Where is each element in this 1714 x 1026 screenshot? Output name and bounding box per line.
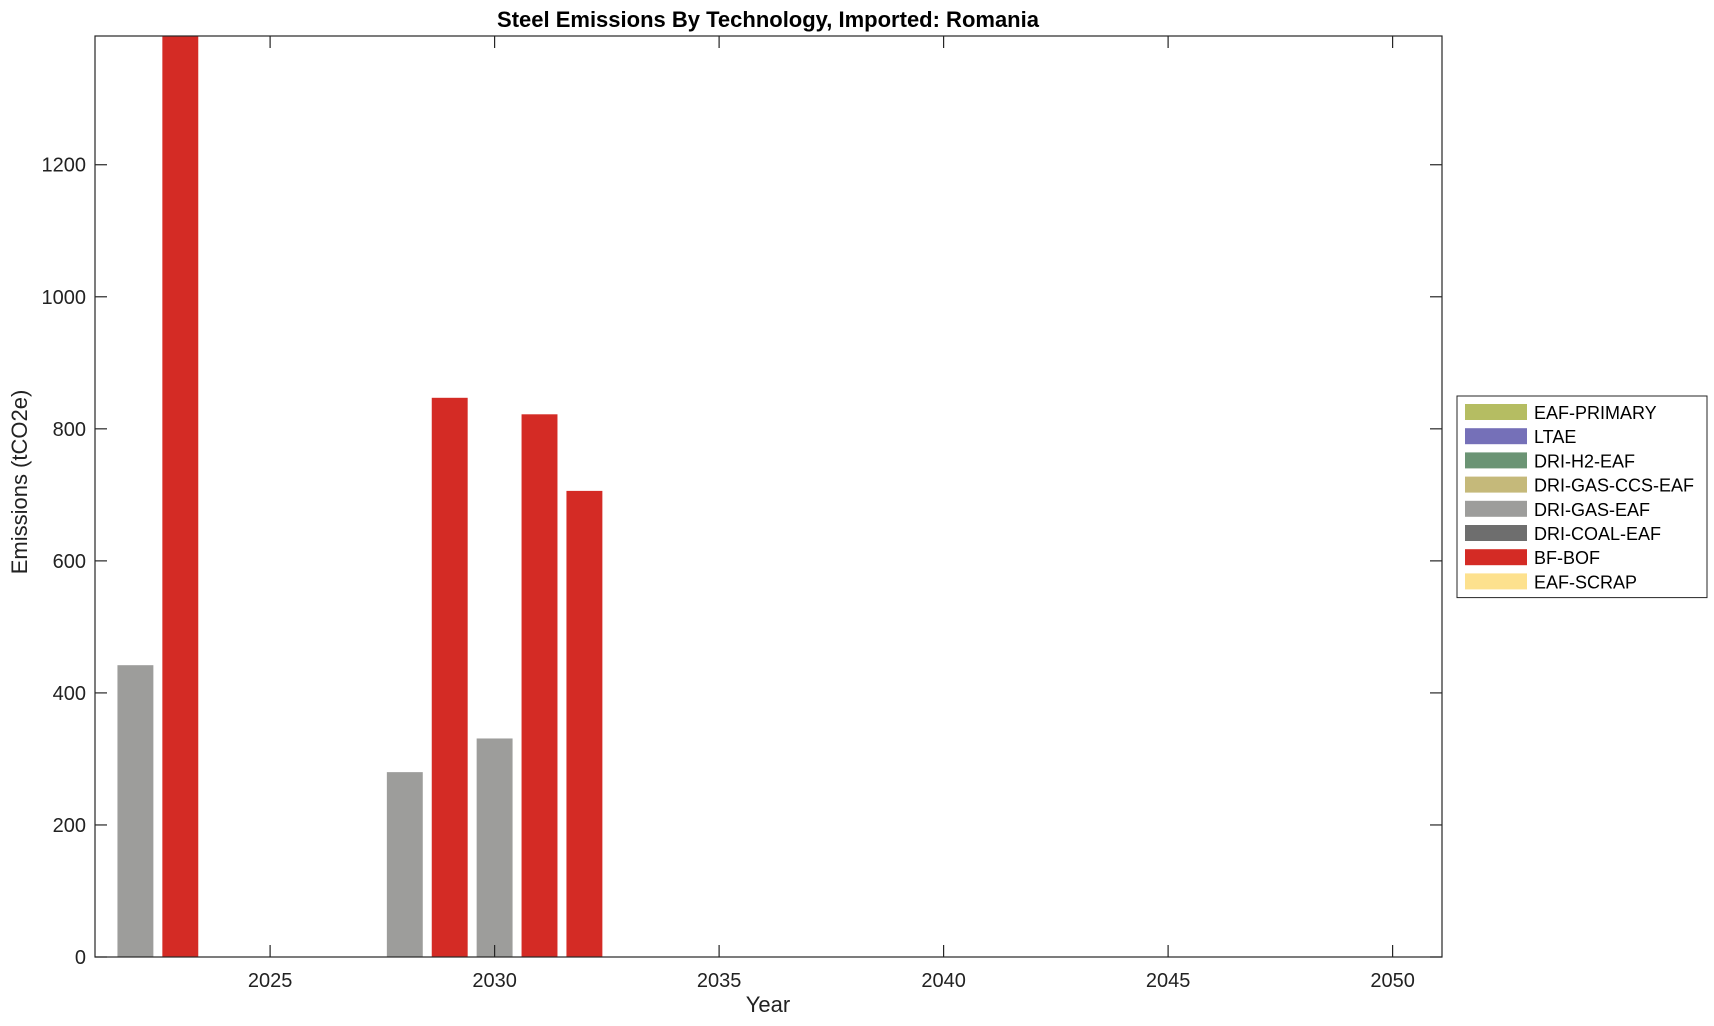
plot-area xyxy=(95,36,1442,957)
bar-dri-gas-eaf-2022 xyxy=(117,665,154,957)
axes-box xyxy=(94,35,1443,958)
legend: EAF-PRIMARY LTAE DRI-H2-EAF DRI-GAS-CCS-EAF… xyxy=(1456,395,1708,599)
legend-swatch-dri-h2-eaf xyxy=(1465,452,1527,469)
legend-label-ltae: LTAE xyxy=(1534,427,1576,447)
y-tick-label: 0 xyxy=(75,947,86,969)
bar-bf-bof-2029 xyxy=(431,397,468,957)
legend-swatch-dri-coal-eaf xyxy=(1465,525,1527,541)
legend-swatch-eaf-scrap xyxy=(1465,573,1527,590)
legend-swatch-eaf-primary xyxy=(1465,404,1527,420)
legend-label-dri-gas-eaf: DRI-GAS-EAF xyxy=(1534,500,1650,520)
axes-layer: 2025 2030 2035 2040 2045 2050 0 200 400 600 800 100… xyxy=(42,35,1443,992)
y-tick-label: 1200 xyxy=(42,155,87,177)
x-tick-label: 2050 xyxy=(1370,970,1415,992)
bar-bf-bof-2023 xyxy=(162,36,199,957)
bars-layer xyxy=(117,36,603,957)
legend-swatch-dri-gas-eaf xyxy=(1465,500,1527,517)
legend-label-dri-h2-eaf: DRI-H2-EAF xyxy=(1534,451,1635,471)
y-tick-label: 1000 xyxy=(42,287,87,309)
y-tick-label: 400 xyxy=(53,683,86,705)
bar-bf-bof-2032 xyxy=(566,490,603,957)
legend-swatch-bf-bof xyxy=(1465,549,1527,566)
y-axis-title: Emissions (tCO2e) xyxy=(7,390,32,575)
legend-swatch-ltae xyxy=(1465,428,1527,445)
x-axis-title: Year xyxy=(746,992,790,1017)
legend-label-eaf-primary: EAF-PRIMARY xyxy=(1534,403,1657,423)
y-tick-label: 800 xyxy=(53,419,86,441)
x-tick-label: 2030 xyxy=(472,970,517,992)
legend-label-bf-bof: BF-BOF xyxy=(1534,548,1600,568)
legend-label-eaf-scrap: EAF-SCRAP xyxy=(1534,572,1637,592)
x-tick-label: 2045 xyxy=(1146,970,1191,992)
bar-group xyxy=(117,36,603,957)
legend-label-dri-coal-eaf: DRI-COAL-EAF xyxy=(1534,524,1661,544)
y-tick-label: 200 xyxy=(53,815,86,837)
y-tick-label: 600 xyxy=(53,551,86,573)
x-tick-label: 2040 xyxy=(921,970,966,992)
legend-label-dri-gas-ccs-eaf: DRI-GAS-CCS-EAF xyxy=(1534,476,1694,496)
bar-dri-gas-eaf-2028 xyxy=(386,772,423,957)
bar-bf-bof-2031 xyxy=(521,414,558,957)
plot-background xyxy=(95,36,1442,957)
x-tick-label: 2035 xyxy=(697,970,742,992)
chart-title: Steel Emissions By Technology, Imported:… xyxy=(497,7,1040,32)
x-tick-label: 2025 xyxy=(248,970,293,992)
bar-dri-gas-eaf-2030 xyxy=(476,738,513,957)
legend-swatch-dri-gas-ccs-eaf xyxy=(1465,476,1527,493)
